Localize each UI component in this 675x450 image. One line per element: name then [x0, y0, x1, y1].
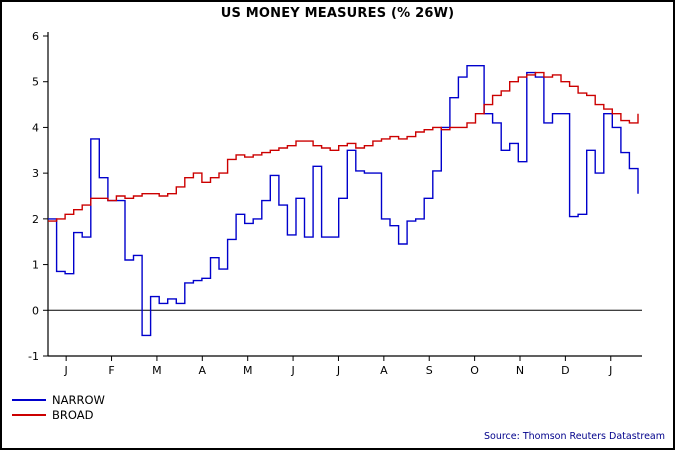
legend-item-narrow: NARROW: [12, 392, 105, 407]
x-axis-tick-label: A: [199, 364, 207, 377]
y-axis-tick-label: 1: [32, 259, 39, 272]
x-axis-tick-label: O: [470, 364, 479, 377]
x-axis-tick-label: N: [516, 364, 524, 377]
x-axis-tick-label: M: [152, 364, 162, 377]
y-axis-tick-label: 2: [32, 213, 39, 226]
x-axis-tick-label: J: [608, 364, 612, 377]
x-axis-tick-label: A: [380, 364, 388, 377]
chart-title: US MONEY MEASURES (% 26W): [220, 6, 455, 21]
legend-label-broad: BROAD: [52, 407, 94, 422]
legend: NARROW BROAD: [12, 392, 105, 422]
legend-label-narrow: NARROW: [52, 392, 105, 407]
x-axis-tick-label: J: [64, 364, 68, 377]
x-axis-tick-label: S: [426, 364, 433, 377]
y-axis-tick-label: 0: [32, 304, 39, 317]
y-axis-tick-label: 5: [32, 76, 39, 89]
x-axis-tick-label: F: [108, 364, 114, 377]
series-line-broad: [48, 71, 639, 222]
legend-item-broad: BROAD: [12, 407, 105, 422]
x-axis-tick-label: D: [561, 364, 569, 377]
source-text: Source: Thomson Reuters Datastream: [483, 431, 665, 442]
broad-line-swatch-icon: [12, 413, 46, 416]
series-line-narrow: [48, 65, 639, 337]
y-axis-tick-label: -1: [28, 350, 39, 363]
x-axis-tick-label: M: [243, 364, 253, 377]
y-axis-tick-label: 3: [32, 167, 39, 180]
chart-footer: NARROW BROAD Source: Thomson Reuters Dat…: [2, 391, 673, 448]
y-axis-tick-label: 4: [32, 121, 39, 134]
y-axis-tick-label: 6: [32, 30, 39, 43]
narrow-line-swatch-icon: [12, 398, 46, 401]
x-axis-tick-label: J: [336, 364, 340, 377]
line-chart-plot-area: -1 0 1 2 3 4 5 6 J F M A M J J A S O N D J: [28, 30, 642, 377]
x-axis-tick-label: J: [290, 364, 294, 377]
